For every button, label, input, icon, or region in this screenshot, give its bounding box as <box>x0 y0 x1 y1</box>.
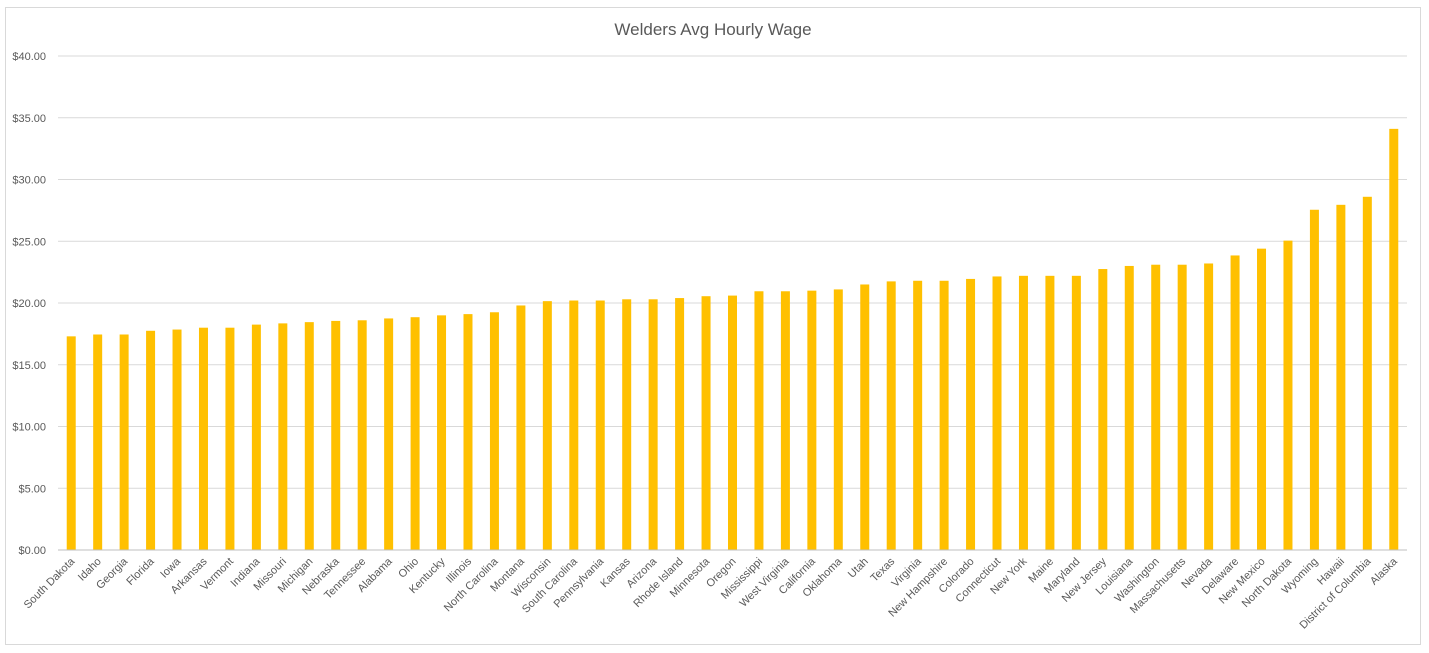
y-tick-label: $15.00 <box>12 360 46 372</box>
bar <box>807 290 817 550</box>
x-tick-label: Florida <box>124 555 157 588</box>
bar <box>516 305 526 550</box>
bar <box>701 296 711 550</box>
x-tick-label: Utah <box>846 556 871 581</box>
bar <box>648 299 658 550</box>
bar <box>569 300 579 550</box>
bar <box>886 281 896 550</box>
chart-frame: Welders Avg Hourly Wage $0.00 $5.00 $10.00… <box>5 7 1421 645</box>
bars <box>66 128 1399 551</box>
bar <box>119 334 129 550</box>
bar <box>331 320 341 550</box>
bar <box>66 336 76 550</box>
y-tick-label: $0.00 <box>18 545 46 557</box>
bar <box>1362 196 1372 551</box>
bar <box>304 322 314 550</box>
bar <box>1257 248 1267 550</box>
bar <box>1018 275 1028 550</box>
y-tick-label: $20.00 <box>12 298 46 310</box>
bar <box>1336 204 1346 550</box>
bar <box>225 327 235 550</box>
bar <box>1124 265 1134 550</box>
bar <box>542 301 552 550</box>
bar <box>1230 255 1240 550</box>
bar <box>1309 209 1319 550</box>
y-tick-label: $40.00 <box>12 51 46 63</box>
bar <box>251 324 261 550</box>
bar <box>913 280 923 550</box>
bar <box>357 320 367 550</box>
bar <box>1204 263 1214 550</box>
bar <box>1177 264 1187 550</box>
y-tick-label: $30.00 <box>12 175 46 187</box>
bar <box>1283 240 1293 550</box>
bar <box>1151 264 1161 550</box>
bar <box>278 323 288 550</box>
bar <box>754 291 764 550</box>
bar <box>939 280 949 550</box>
bar <box>437 315 447 550</box>
bar <box>595 300 605 550</box>
y-tick-label: $35.00 <box>12 113 46 125</box>
bar <box>992 276 1002 550</box>
bar <box>833 289 843 550</box>
bar <box>172 329 182 550</box>
bar <box>198 327 208 550</box>
chart-title: Welders Avg Hourly Wage <box>614 20 811 39</box>
bar <box>146 330 156 550</box>
bar <box>622 299 632 550</box>
x-tick-label: Alaska <box>1368 555 1400 587</box>
bar <box>463 314 473 550</box>
bar <box>1098 269 1108 550</box>
y-tick-label: $25.00 <box>12 236 46 248</box>
bar-chart: Welders Avg Hourly Wage $0.00 $5.00 $10.00… <box>12 20 1407 632</box>
y-axis-tick-labels: $0.00 $5.00 $10.00 $15.00 $20.00 $25.00 $30.00… <box>12 51 46 557</box>
y-tick-label: $10.00 <box>12 422 46 434</box>
y-tick-label: $5.00 <box>18 483 46 495</box>
bar <box>780 291 790 550</box>
bar <box>93 334 103 550</box>
bar <box>384 318 394 550</box>
x-tick-label: South Dakota <box>22 555 78 611</box>
bar <box>489 312 499 550</box>
bar <box>1389 128 1399 550</box>
bar <box>860 284 870 550</box>
bar <box>410 317 420 550</box>
bar <box>728 295 737 550</box>
bar <box>1071 275 1081 550</box>
bar <box>966 278 976 550</box>
bar <box>675 298 685 550</box>
bar <box>1045 275 1055 550</box>
